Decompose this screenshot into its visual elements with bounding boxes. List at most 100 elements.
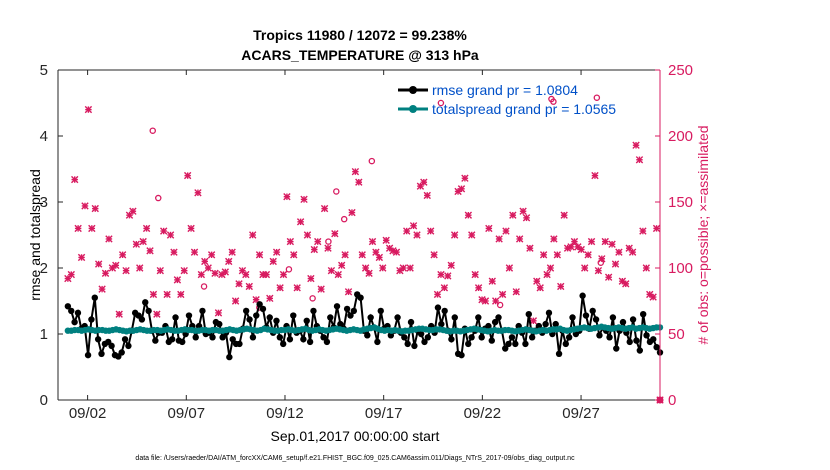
obs-assimilated-point — [303, 231, 312, 239]
obs-assimilated-point — [197, 270, 206, 279]
obs-assimilated-point — [98, 285, 106, 293]
obs-assimilated-point — [118, 251, 127, 259]
rmse-point — [451, 314, 458, 321]
obs-assimilated-point — [163, 290, 171, 299]
rmse-point — [276, 334, 284, 341]
rmse-point — [639, 311, 647, 318]
right-y-tick-label: 150 — [668, 194, 693, 211]
rmse-point — [552, 320, 559, 328]
rmse-point — [337, 320, 344, 328]
rmse-point — [310, 307, 317, 315]
obs-assimilated-point — [615, 248, 623, 256]
rmse-point — [125, 342, 132, 350]
obs-assimilated-point — [279, 270, 288, 279]
rmse-point — [179, 338, 186, 346]
rmse-point — [545, 309, 553, 317]
obs-possible-point — [368, 157, 376, 165]
obs-assimilated-point — [115, 310, 123, 318]
obs-assimilated-point — [365, 269, 373, 277]
obs-assimilated-point — [423, 191, 431, 200]
rmse-point — [636, 347, 644, 354]
rmse-point — [609, 314, 617, 321]
rmse-point — [596, 332, 603, 339]
rmse-point — [290, 312, 297, 319]
obs-assimilated-point — [481, 297, 490, 305]
rmse-point — [266, 314, 273, 321]
obs-assimilated-point — [392, 248, 401, 256]
obs-assimilated-point — [262, 270, 271, 279]
obs-assimilated-point — [543, 270, 551, 279]
rmse-point — [71, 318, 78, 326]
obs-possible-point — [593, 94, 601, 101]
obs-assimilated-point — [249, 231, 257, 239]
obs-assimilated-point — [403, 227, 411, 235]
rmse-point — [512, 340, 519, 348]
rmse-point — [94, 336, 102, 343]
left-y-tick-label: 2 — [40, 260, 48, 277]
obs-assimilated-point — [194, 189, 202, 197]
right-y-axis-label: # of obs: o=possible; ×=assimilated — [695, 125, 711, 344]
obs-assimilated-point — [457, 185, 466, 193]
obs-assimilated-point — [379, 264, 387, 272]
chart-subtitle: ACARS_TEMPERATURE @ 313 hPa — [241, 47, 479, 63]
obs-assimilated-point — [225, 257, 233, 266]
chart-title: Tropics 11980 / 12072 = 99.238% — [253, 27, 467, 43]
obs-assimilated-point — [358, 251, 366, 259]
legend-rmse-label: rmse grand pr = 1.0804 — [432, 82, 578, 98]
right-y-tick-label: 0 — [668, 392, 676, 409]
rmse-point — [152, 337, 159, 344]
obs-assimilated-point — [505, 264, 514, 272]
legend-spread-label: totalspread grand pr = 1.0565 — [432, 101, 616, 117]
rmse-point — [306, 338, 314, 346]
rmse-point — [249, 334, 257, 341]
rmse-point — [377, 307, 384, 315]
rmse-point — [495, 314, 502, 321]
obs-assimilated-point — [652, 224, 661, 233]
rmse-point — [320, 334, 327, 341]
right-y-tick-label: 100 — [668, 260, 693, 277]
rmse-point — [592, 316, 600, 323]
obs-assimilated-point — [190, 248, 199, 256]
rmse-point — [424, 334, 432, 341]
right-y-tick-label: 250 — [668, 62, 693, 79]
obs-assimilated-point — [211, 269, 219, 277]
obs-assimilated-point — [464, 211, 473, 219]
obs-assimilated-point — [420, 178, 428, 186]
obs-assimilated-point — [649, 293, 657, 301]
rmse-point — [242, 307, 250, 315]
rmse-point — [407, 318, 415, 326]
rmse-point — [168, 336, 176, 343]
rmse-point — [643, 332, 650, 339]
obs-assimilated-point — [570, 237, 579, 246]
obs-assimilated-point — [91, 204, 99, 213]
obs-possible-point — [597, 259, 605, 266]
obs-assimilated-point — [334, 270, 342, 279]
obs-assimilated-point — [77, 253, 86, 262]
left-y-tick-label: 4 — [40, 128, 48, 145]
obs-assimilated-point — [105, 235, 113, 243]
obs-assimilated-point — [611, 260, 620, 268]
rmse-point — [491, 318, 499, 326]
obs-assimilated-point — [628, 248, 637, 256]
obs-assimilated-point — [317, 285, 325, 293]
rmse-point — [613, 345, 620, 352]
obs-assimilated-point — [183, 171, 192, 180]
rmse-point — [246, 316, 253, 323]
rmse-point — [108, 342, 115, 350]
x-tick-label: 09/22 — [464, 405, 502, 422]
obs-assimilated-point — [461, 174, 469, 182]
obs-assimilated-point — [567, 243, 575, 251]
obs-possible-point — [496, 301, 504, 309]
rmse-point — [333, 303, 341, 310]
data-file-footer: data file: /Users/raeder/DAI/ATM_forcXX/… — [135, 455, 575, 462]
rmse-point — [421, 338, 428, 346]
obs-possible-series — [149, 94, 664, 404]
x-tick-label: 09/17 — [365, 405, 403, 422]
obs-assimilated-point — [122, 266, 130, 275]
obs-possible-point — [437, 99, 445, 107]
rmse-point — [300, 336, 307, 343]
obs-possible-point — [200, 283, 208, 290]
rmse-point — [91, 294, 98, 301]
rmse-point — [626, 338, 633, 346]
obs-assimilated-point — [557, 282, 565, 291]
